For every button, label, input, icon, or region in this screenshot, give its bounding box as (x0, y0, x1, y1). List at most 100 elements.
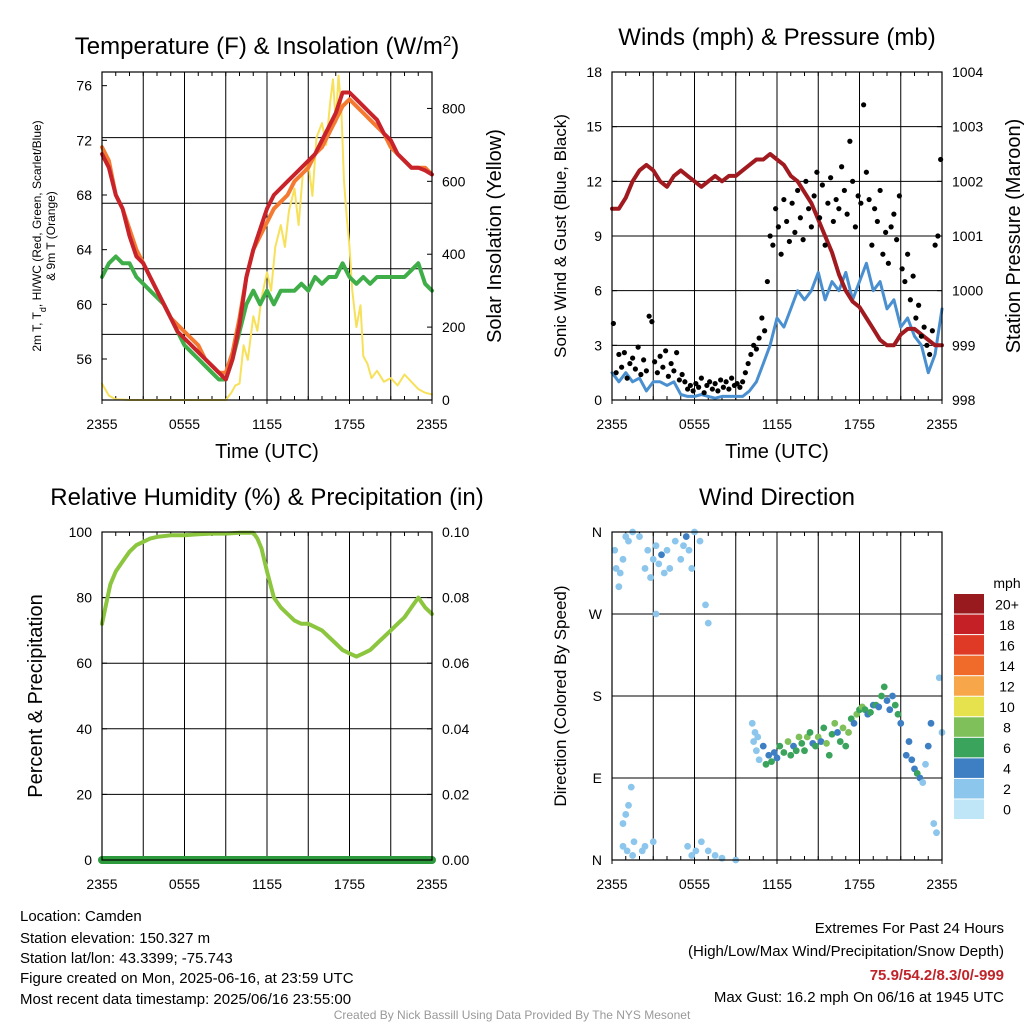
direction-point (880, 683, 888, 691)
y-tick-label: 100 (69, 524, 93, 540)
gust-point (888, 224, 894, 230)
gust-point (759, 315, 765, 321)
colorbar-label: 16 (999, 637, 1015, 653)
gust-point (814, 169, 820, 175)
y-right-tick-label: 0 (442, 392, 450, 408)
gust-point (770, 242, 776, 248)
direction-point (619, 555, 627, 563)
direction-point (924, 742, 932, 750)
gust-point (685, 386, 691, 392)
series-dewpoint (100, 254, 434, 382)
direction-point (902, 751, 910, 759)
y-tick-label: 3 (594, 337, 602, 353)
direction-point (886, 706, 894, 714)
gust-point (775, 224, 781, 230)
extremes-title: Extremes For Past 24 Hours (814, 920, 1004, 937)
extremes-subtitle: (High/Low/Max Wind/Precipitation/Snow De… (688, 943, 1004, 960)
gust-point (828, 175, 834, 181)
x-tick-label: 1755 (334, 416, 365, 432)
direction-point (795, 733, 803, 741)
gust-point (899, 266, 905, 272)
gust-point (619, 364, 625, 370)
y-axis-label: 2m T, Td, HI/WC (Red, Green, Scarlet/Blu… (30, 120, 48, 351)
y-axis-label: Sonic Wind & Gust (Blue, Black) (551, 114, 570, 358)
gust-point (718, 377, 724, 383)
colorbar-swatch (954, 696, 984, 717)
y-right-tick-label: 1001 (952, 228, 983, 244)
gust-point (894, 237, 900, 243)
gust-point (927, 351, 933, 358)
direction-point (682, 533, 690, 540)
direction-point (801, 747, 808, 755)
direction-point (641, 565, 649, 572)
direction-point (629, 852, 637, 859)
direction-point (697, 838, 705, 846)
direction-point (875, 703, 883, 711)
gust-point (621, 350, 627, 356)
gust-point (613, 370, 619, 376)
colorbar-label: 2 (1003, 781, 1011, 797)
gust-point (836, 206, 842, 212)
gust-point (668, 360, 674, 367)
gust-point (720, 384, 726, 390)
y-axis-label-part: , HI/WC (Red, Green, Scarlet/Blue) (30, 120, 44, 307)
direction-point (655, 560, 663, 568)
gust-point (808, 224, 814, 230)
direction-point (755, 756, 763, 764)
gust-point (800, 237, 806, 243)
colorbar-swatch (954, 594, 984, 614)
gust-point (858, 200, 864, 206)
gust-point (737, 384, 743, 390)
y-right-tick-label: 200 (442, 319, 466, 335)
direction-point (658, 551, 665, 559)
gust-point (638, 371, 644, 378)
gust-point (797, 215, 803, 221)
gust-point (773, 206, 779, 212)
gust-point (795, 187, 801, 194)
direction-point (919, 779, 927, 786)
colorbar-swatch (954, 717, 984, 737)
x-tick-label: 1155 (762, 416, 792, 432)
colorbar-label: 12 (999, 678, 1015, 694)
gust-point (687, 382, 693, 389)
plot-frame (101, 71, 433, 401)
gust-point (748, 351, 754, 358)
direction-point (780, 749, 788, 756)
y-right-axis-label: Solar Insolation (Yellow) (484, 129, 506, 343)
gust-point (778, 251, 784, 257)
gust-point (715, 388, 721, 394)
y-right-tick-label: 1003 (952, 119, 983, 135)
direction-point (625, 537, 632, 545)
y-tick-label: N (592, 524, 602, 540)
direction-point (666, 565, 674, 572)
y-tick-label: W (589, 606, 603, 622)
gust-point (841, 187, 847, 194)
gust-point (657, 353, 663, 359)
direction-point (842, 742, 850, 750)
direction-point (622, 811, 630, 818)
y-right-tick-label: 0.00 (442, 852, 469, 868)
gust-point (652, 359, 658, 365)
direction-point (663, 546, 671, 554)
y-right-tick-label: 1004 (952, 64, 983, 80)
direction-point (711, 852, 719, 859)
panel-temp: Temperature (F) & Insolation (W/m2) 2355 0… (30, 33, 506, 464)
x-tick-label: 0555 (169, 416, 200, 432)
direction-point (688, 852, 696, 859)
credit-text: Created By Nick Bassill Using Data Provi… (333, 1008, 691, 1022)
x-tick-label: 1155 (252, 416, 282, 432)
y-tick-label: 76 (76, 78, 92, 94)
direction-point (612, 565, 620, 572)
y-axis-label-part: d (38, 307, 48, 312)
x-tick-label: 1155 (762, 876, 792, 892)
direction-point (616, 569, 624, 577)
y-right-tick-label: 1002 (952, 173, 983, 189)
gust-point (850, 178, 856, 184)
direction-point (615, 583, 623, 591)
gust-point (869, 242, 875, 248)
gust-point (762, 328, 768, 334)
direction-point (759, 742, 767, 750)
direction-point (897, 719, 905, 727)
gust-point (913, 315, 919, 321)
gust-point (635, 344, 641, 350)
